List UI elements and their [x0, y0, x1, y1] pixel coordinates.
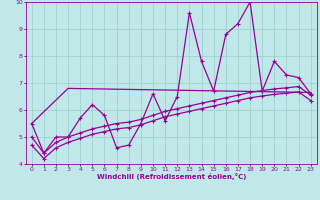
X-axis label: Windchill (Refroidissement éolien,°C): Windchill (Refroidissement éolien,°C)	[97, 173, 246, 180]
